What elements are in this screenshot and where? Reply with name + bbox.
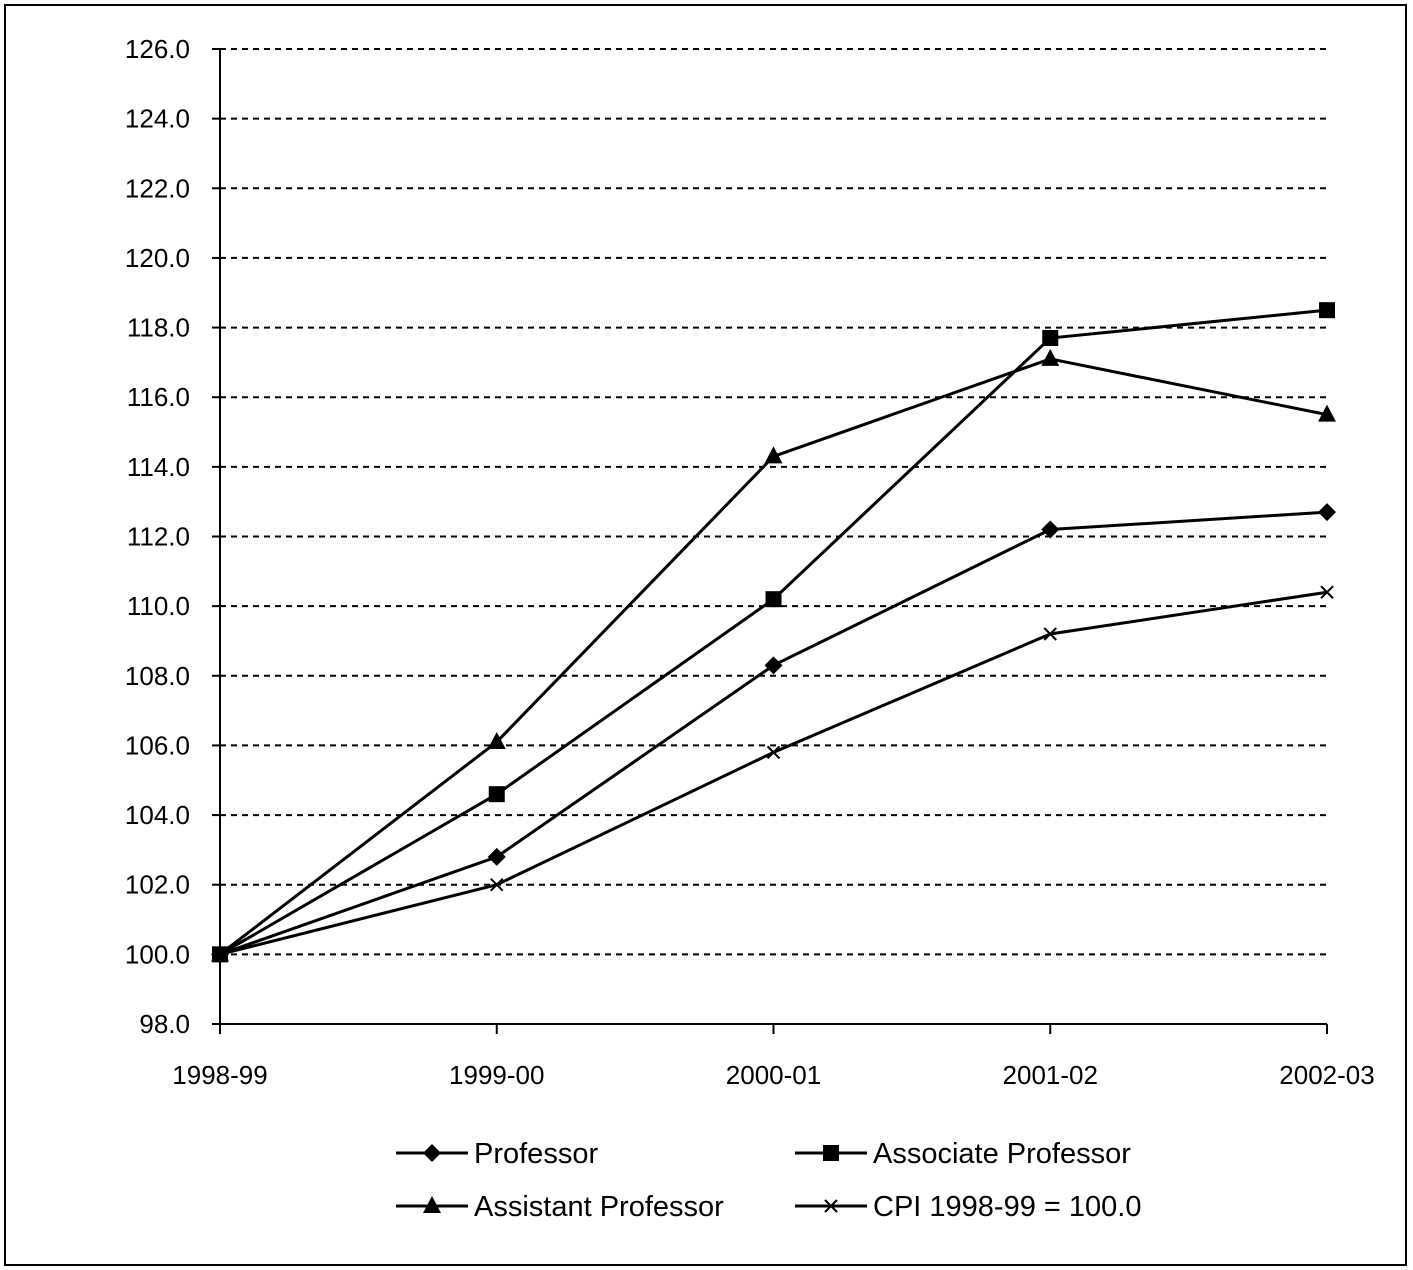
series-0 [211,503,1336,964]
y-tick-label: 126.0 [125,34,190,64]
y-tick-label: 104.0 [125,800,190,830]
x-tick-label: 1998-99 [172,1060,267,1090]
data-point [764,656,783,675]
legend-label: Assistant Professor [474,1191,724,1223]
series-line [219,308,1328,956]
x-marker-stroke [766,745,781,760]
data-point [488,786,505,803]
legend-marker [423,1196,441,1213]
data-point [1041,348,1060,366]
y-tick-label: 124.0 [125,104,190,134]
legend-item: Assistant Professor [396,1191,724,1223]
grid-layer [220,48,1327,956]
y-tick-label: 100.0 [125,939,190,969]
data-point [487,731,506,749]
series-2 [211,348,1336,962]
data-point [1042,330,1059,347]
y-tick-label: 110.0 [127,591,190,621]
y-tick-label: 112.0 [127,522,190,552]
data-point [213,947,227,962]
y-tick-label: 116.0 [127,382,190,412]
legend-label: Associate Professor [873,1138,1131,1170]
data-point [764,446,783,464]
data-point [1041,520,1060,539]
y-tick-label: 98.0 [139,1009,190,1039]
x-tick-label: 2000-01 [726,1060,821,1090]
series-line [219,590,1328,956]
x-marker-stroke [824,1199,838,1213]
legend-label: CPI 1998-99 = 100.0 [873,1191,1141,1223]
x-tick-label: 1999-00 [449,1060,544,1090]
data-point [1043,627,1057,641]
legend-label: Professor [474,1138,598,1170]
legend-item: CPI 1998-99 = 100.0 [795,1191,1141,1223]
series-layer [211,302,1336,964]
data-point [1319,302,1335,319]
y-tick-label: 118.0 [127,313,190,343]
y-tick-label: 108.0 [125,661,190,691]
x-marker-stroke [1320,585,1334,599]
y-tick-label: 102.0 [125,870,190,900]
y-tick-label: 120.0 [125,243,190,273]
data-point [487,847,506,866]
data-point [490,878,504,892]
data-point [1320,585,1334,599]
x-marker-stroke [490,878,504,892]
legend-marker [823,1145,839,1161]
series-1 [212,302,1335,963]
x-tick-label: 2001-02 [1003,1060,1098,1090]
legend-item: Professor [396,1138,598,1170]
data-point [1318,404,1336,422]
x-tick-label: 2002-03 [1279,1060,1374,1090]
y-tick-label: 122.0 [125,173,190,203]
y-tick-label: 106.0 [125,730,190,760]
chart-frame [4,4,1407,1266]
data-point [765,591,782,608]
data-point [766,745,781,760]
y-tick-label: 114.0 [127,452,190,482]
x-marker-stroke [213,947,227,962]
data-point [1318,503,1336,522]
axis-layer: 98.0 100.0 102.0 104.0 106.0 108.0 110.0 112.0 1… [125,34,1375,1090]
legend-marker [423,1144,441,1162]
legend: Professor Associate Professor Assistant Pr… [396,1138,1141,1223]
legend-item: Associate Professor [795,1138,1131,1170]
x-marker-stroke [1043,627,1057,641]
series-line [219,510,1328,956]
legend-marker [824,1199,838,1213]
series-3 [213,585,1334,962]
